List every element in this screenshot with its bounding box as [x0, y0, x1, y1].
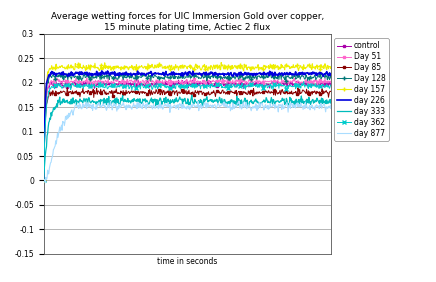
control: [277, 83, 283, 86]
day 362: [277, 82, 282, 86]
Day 85: [180, 92, 185, 95]
day 226: [197, 72, 202, 75]
day 877: [329, 102, 334, 105]
day 226: [41, 179, 46, 182]
day 333: [213, 99, 218, 102]
day 877: [213, 105, 218, 109]
day 877: [197, 106, 202, 110]
day 226: [180, 74, 185, 78]
Day 51: [197, 80, 202, 83]
Day 85: [178, 91, 184, 94]
Day 85: [322, 90, 327, 93]
Legend: control, Day 51, Day 85, Day 128, day 157, day 226, day 333, day 362, day 877: control, Day 51, Day 85, Day 128, day 15…: [334, 38, 389, 141]
day 362: [41, 179, 46, 182]
day 362: [179, 84, 184, 87]
Day 128: [177, 75, 183, 78]
X-axis label: time in seconds: time in seconds: [157, 257, 218, 266]
Day 128: [326, 72, 331, 75]
control: [178, 82, 184, 86]
Day 128: [197, 76, 202, 79]
Line: control: control: [43, 79, 332, 182]
Line: day 226: day 226: [44, 71, 331, 180]
Day 128: [329, 77, 334, 80]
day 877: [43, 181, 48, 184]
day 157: [179, 65, 184, 68]
day 157: [277, 66, 283, 69]
Day 128: [322, 75, 327, 78]
day 226: [329, 72, 334, 76]
Title: Average wetting forces for UIC Immersion Gold over copper,
15 minute plating tim: Average wetting forces for UIC Immersion…: [51, 12, 324, 32]
Day 85: [213, 95, 218, 98]
Day 51: [41, 179, 46, 182]
Line: day 362: day 362: [42, 80, 333, 182]
day 226: [322, 73, 327, 76]
Day 51: [322, 77, 327, 80]
day 157: [329, 66, 334, 69]
day 226: [213, 71, 218, 74]
Day 51: [177, 81, 183, 85]
day 157: [212, 67, 218, 70]
control: [180, 79, 185, 82]
Day 85: [197, 89, 202, 93]
Day 85: [41, 179, 46, 182]
Day 128: [277, 74, 282, 78]
control: [213, 80, 218, 84]
control: [322, 85, 327, 88]
control: [329, 85, 334, 89]
Line: Day 85: Day 85: [43, 87, 332, 182]
day 362: [322, 86, 327, 89]
day 226: [99, 69, 105, 72]
control: [197, 84, 202, 87]
control: [41, 179, 46, 182]
day 877: [41, 179, 46, 182]
Day 85: [277, 89, 283, 92]
day 157: [322, 62, 327, 65]
Day 85: [329, 90, 334, 93]
Line: Day 128: Day 128: [42, 72, 333, 182]
day 362: [212, 85, 218, 89]
day 362: [301, 80, 307, 83]
day 362: [329, 83, 334, 86]
Day 51: [277, 80, 283, 83]
Line: day 157: day 157: [42, 61, 333, 182]
Day 51: [329, 81, 334, 84]
day 333: [197, 101, 202, 104]
day 333: [41, 179, 46, 182]
day 157: [177, 64, 183, 67]
day 877: [278, 103, 283, 106]
Day 85: [65, 86, 70, 89]
control: [176, 78, 181, 82]
day 333: [277, 100, 283, 103]
day 333: [189, 94, 194, 97]
day 157: [218, 61, 224, 64]
Day 51: [220, 76, 225, 80]
Line: day 333: day 333: [44, 95, 331, 180]
day 157: [197, 64, 202, 68]
day 157: [41, 179, 46, 182]
Day 128: [179, 74, 184, 78]
Day 51: [179, 83, 184, 86]
day 226: [178, 74, 184, 77]
day 877: [178, 105, 184, 108]
day 333: [179, 97, 184, 101]
day 877: [180, 105, 185, 109]
day 362: [197, 83, 202, 86]
Day 51: [212, 80, 218, 84]
Line: day 877: day 877: [44, 101, 331, 183]
day 333: [177, 97, 183, 101]
day 877: [236, 99, 242, 103]
Day 128: [212, 73, 218, 77]
day 333: [322, 102, 327, 105]
day 362: [177, 87, 183, 91]
Line: Day 51: Day 51: [43, 77, 332, 182]
Day 128: [41, 179, 46, 182]
day 333: [329, 102, 334, 105]
day 226: [277, 73, 283, 76]
day 877: [323, 110, 328, 114]
